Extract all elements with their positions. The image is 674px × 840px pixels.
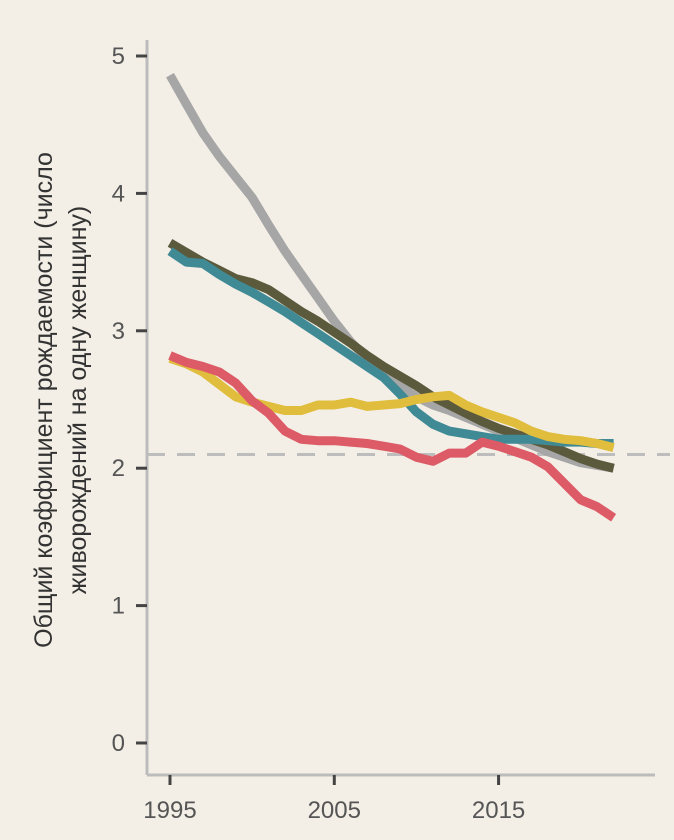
series-line-5 <box>168 351 617 522</box>
y-tick-label: 5 <box>112 43 125 70</box>
series-lines <box>166 72 617 522</box>
y-axis-title-line-2: живорождений на одну женщину) <box>64 206 92 594</box>
y-tick-label: 2 <box>112 455 125 482</box>
y-axis-title-line-1: Общий коэффициент рождаемости (число <box>30 152 58 648</box>
y-tick-label: 4 <box>112 180 125 207</box>
y-tick-label: 0 <box>112 730 125 757</box>
series-line-3 <box>167 247 614 448</box>
series-line-4 <box>168 354 615 452</box>
x-tick-label: 1995 <box>143 797 196 824</box>
series-line-1 <box>166 72 615 473</box>
y-axis-title: Общий коэффициент рождаемости (число жив… <box>30 152 92 648</box>
x-tick-label: 2015 <box>472 797 525 824</box>
y-tick-label: 3 <box>112 318 125 345</box>
axes: 0 1 2 3 4 5 1995 2005 2015 <box>112 40 655 824</box>
y-tick-label: 1 <box>112 593 125 620</box>
x-tick-label: 2005 <box>308 797 361 824</box>
